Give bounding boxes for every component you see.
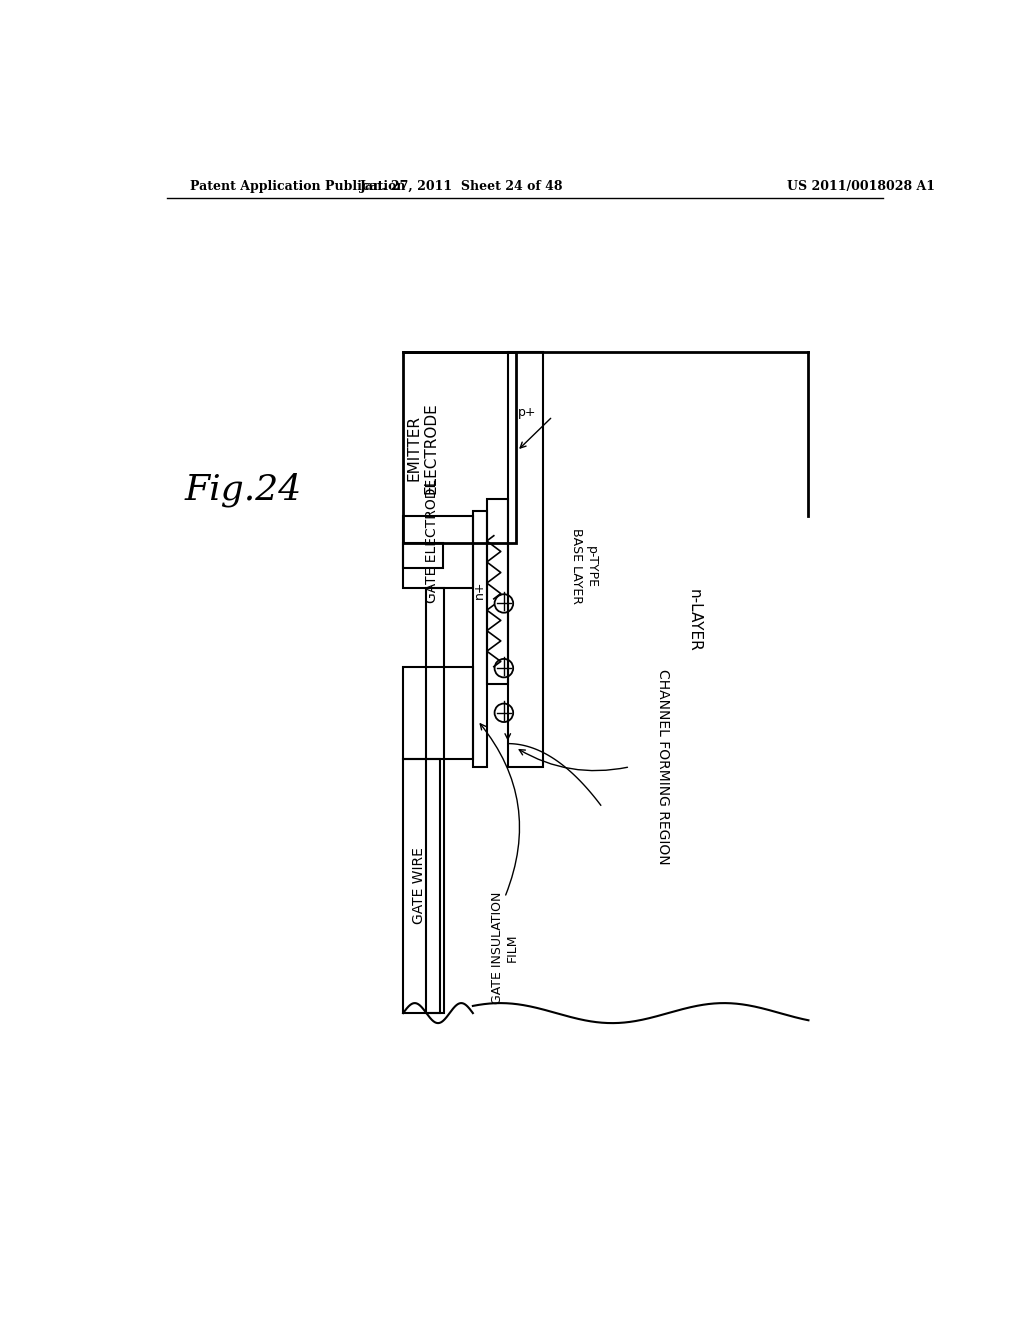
Bar (403, 759, 440, 1014)
Text: GATE ELECTRODE: GATE ELECTRODE (425, 479, 439, 603)
Bar (486, 499, 508, 684)
Bar (403, 352, 515, 544)
Text: n-LAYER: n-LAYER (686, 589, 701, 652)
Text: Jan. 27, 2011  Sheet 24 of 48: Jan. 27, 2011 Sheet 24 of 48 (359, 181, 563, 194)
Text: US 2011/0018028 A1: US 2011/0018028 A1 (786, 181, 935, 194)
Text: CHANNEL FORMING REGION: CHANNEL FORMING REGION (655, 669, 670, 865)
Text: n+: n+ (472, 581, 485, 599)
Text: Patent Application Publication: Patent Application Publication (190, 181, 406, 194)
Bar (508, 352, 543, 767)
Text: GATE WIRE: GATE WIRE (412, 847, 426, 924)
Bar (473, 511, 486, 767)
Bar (403, 544, 443, 568)
Text: p-TYPE
BASE LAYER: p-TYPE BASE LAYER (569, 528, 598, 605)
Text: GATE INSULATION
FILM: GATE INSULATION FILM (490, 891, 518, 1003)
Text: EMITTER
ELECTRODE: EMITTER ELECTRODE (407, 403, 438, 494)
Bar (426, 589, 444, 1014)
Bar (403, 667, 473, 759)
Bar (403, 516, 473, 589)
Text: p+: p+ (518, 407, 537, 418)
Text: Fig.24: Fig.24 (184, 473, 301, 507)
